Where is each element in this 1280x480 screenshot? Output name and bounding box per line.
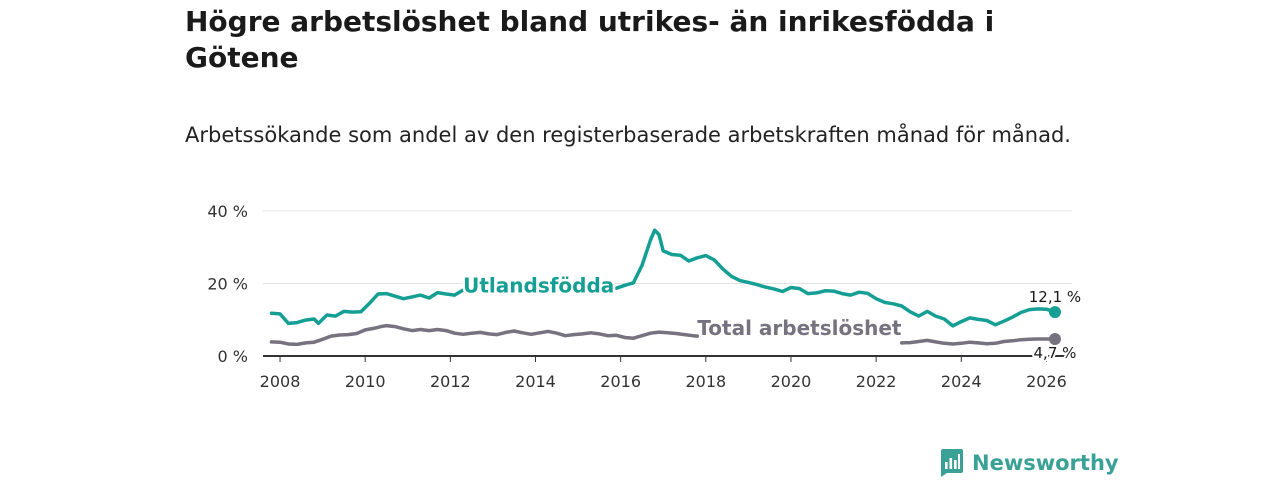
series-line-total xyxy=(269,323,700,347)
series-label-total: Total arbetslöshet xyxy=(697,316,902,340)
axes: 0 % 20 % 40 % 2008 2010 2012 2014 2016 2018 2020 2… xyxy=(207,202,1072,391)
end-value-label-utlandsfodda: 12,1 % xyxy=(1029,288,1081,306)
brand-name: Newsworthy xyxy=(972,451,1119,475)
end-point-total xyxy=(1048,332,1061,345)
x-tick-label: 2014 xyxy=(515,372,556,391)
x-tick-label: 2008 xyxy=(260,372,301,391)
y-tick-label: 0 % xyxy=(218,347,248,366)
series-lines xyxy=(269,228,1061,347)
chart-title: Högre arbetslöshet bland utrikes- än inr… xyxy=(185,5,995,74)
chart-subtitle: Arbetssökande som andel av den registerb… xyxy=(185,123,1071,147)
y-tick-label: 20 % xyxy=(207,275,248,294)
x-tick-label: 2022 xyxy=(856,372,897,391)
x-tick-label: 2026 xyxy=(1026,372,1067,391)
series-line-utlandsfodda xyxy=(614,228,1057,328)
x-tick-label: 2016 xyxy=(600,372,641,391)
x-tick-label: 2020 xyxy=(771,372,812,391)
gridlines xyxy=(263,210,1072,284)
brand-logo: Newsworthy xyxy=(938,446,1119,480)
x-tick-label: 2024 xyxy=(941,372,982,391)
series-line-utlandsfodda xyxy=(269,285,487,326)
x-tick-label: 2010 xyxy=(345,372,386,391)
series-labels: 12,1 % Utlandsfödda 4,7 % Total arbetslöshe… xyxy=(461,271,1084,364)
series-label-utlandsfodda: Utlandsfödda xyxy=(463,274,614,298)
x-tick-label: 2012 xyxy=(430,372,471,391)
end-value-label-total: 4,7 % xyxy=(1034,344,1077,362)
newsworthy-logo-icon xyxy=(941,449,963,477)
x-tick-label: 2018 xyxy=(685,372,726,391)
series-line-total xyxy=(899,337,1057,346)
y-tick-label: 40 % xyxy=(207,202,248,221)
end-point-utlandsfodda xyxy=(1048,306,1061,319)
